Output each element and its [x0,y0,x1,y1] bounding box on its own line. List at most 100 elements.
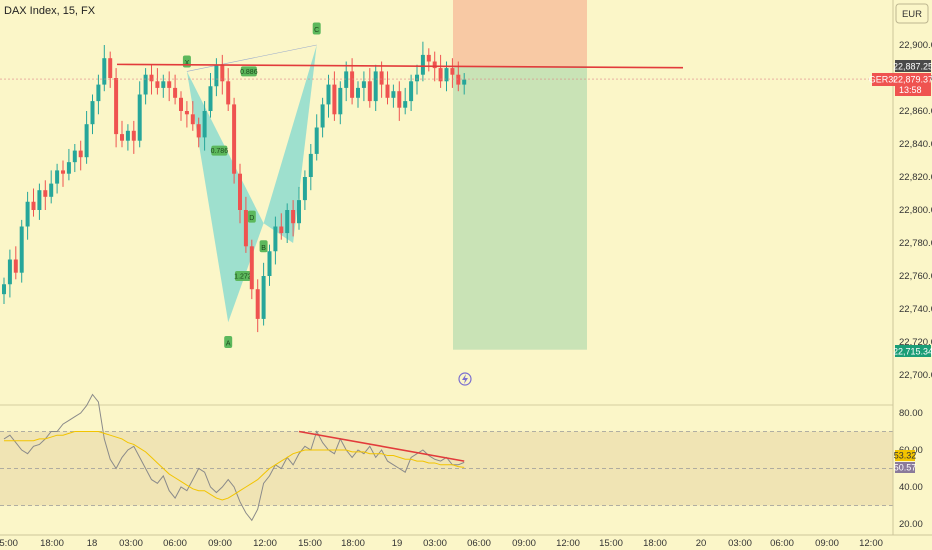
candle-body [72,150,77,163]
rsi-value-label: 53.32 [894,451,917,461]
time-tick-label: 09:00 [208,538,232,549]
time-tick-label: 18:00 [643,538,667,549]
candle-body [161,81,166,88]
candle-body [285,210,290,234]
candle-body [149,74,154,82]
rsi-divergence-trendline[interactable] [298,430,465,462]
pattern-ratio-0: 0.786 [211,145,229,156]
resistance-trendline[interactable] [116,63,684,69]
time-tick-label: 18:00 [341,538,365,549]
candle-body [462,79,467,85]
pattern-bcd-fill [263,45,317,243]
pattern-ratio-text-2: 0.886 [240,69,258,76]
pattern-label-c: C [312,22,321,35]
time-tick-label: 15:00 [0,538,18,549]
price-tick-label: 22,820.00 [899,172,932,183]
candle-body [373,71,378,102]
candle-body [273,226,278,252]
candle-body [397,91,402,108]
price-tick-label: 22,720.00 [899,337,932,348]
time-tick-label: 03:00 [728,538,752,549]
pattern-label-a-text: A [226,341,231,348]
candle-body [190,114,195,125]
time-tick-label: 03:00 [423,538,447,549]
rsi-ma-line [4,431,465,501]
candle-body [238,173,242,210]
candle-body [326,84,331,105]
price-tick-label: 22,760.00 [899,271,932,282]
candle-body [208,86,213,111]
pattern-label-c-text: C [314,27,319,34]
target-price-label: 22,715.34 [893,347,932,357]
pattern-ratio-2: 0.886 [240,66,258,77]
candle-body [173,87,178,98]
time-tick-label: 09:00 [815,538,839,549]
candle-body [409,81,414,102]
resistance-price-badge: 22,887.25 [893,60,932,72]
candle-body [49,183,54,197]
candles [2,41,467,333]
time-tick-label: 09:00 [512,538,536,549]
time-axis[interactable]: 15:00 18:00 18 03:00 06:00 09:00 12:00 15:00 18:… [0,538,883,549]
time-tick-label: 18 [87,538,98,549]
rsi-value-badge: 53.32 50.57 [894,450,917,473]
time-tick-label: 19 [392,538,403,549]
candle-body [55,170,60,184]
price-tick-label: 22,860.00 [899,106,932,117]
candle-body [19,226,24,273]
stop-loss-zone[interactable] [453,0,587,67]
candle-body [90,101,95,125]
candle-body [338,87,343,115]
take-profit-zone[interactable] [453,66,587,350]
candle-body [25,201,30,227]
currency-button[interactable] [895,3,929,24]
candle-body [96,84,101,102]
price-tick-label: 22,800.00 [899,205,932,216]
candle-body [243,210,248,247]
resistance-price-label: 22,887.25 [893,62,932,72]
time-tick-label: 06:00 [467,538,491,549]
pattern-label-x-text: X [185,60,190,67]
pattern-label-b-box [259,240,268,253]
candle-body [361,81,366,88]
candle-body [155,81,160,88]
candle-body [302,177,307,201]
candle-body [7,259,12,285]
candle-body [291,210,296,224]
currency-label: EUR [902,9,922,20]
rsi-line [3,393,465,522]
candle-body [214,64,219,87]
candle-body [102,58,107,85]
candle-body [184,111,189,115]
symbol-label: GER30 [869,75,899,85]
pattern-label-d-text: D [249,215,254,222]
pattern-label-a: A [224,336,233,348]
price-pane[interactable] [0,0,893,405]
pattern-label-d: D [247,210,256,223]
price-tick-label: 22,780.00 [899,238,932,249]
candle-body [379,71,384,85]
candle-body [456,74,461,85]
pattern-label-c-box [312,22,321,35]
candle-body [143,74,148,95]
candle-body [350,71,355,98]
price-tick-label: 22,840.00 [899,139,932,150]
time-tick-label: 06:00 [163,538,187,549]
rsi-tick-label: 20.00 [899,519,923,530]
candle-body [267,251,272,276]
pattern-ratio-box-1 [234,271,251,281]
pattern-ratio-box-0 [211,145,228,156]
countdown-label: 13:58 [899,85,922,95]
candle-body [279,226,284,234]
pattern-label-a-box [224,336,233,348]
pattern-ratio-1: 1.272 [234,271,252,281]
time-tick-label: 12:00 [859,538,883,549]
candle-body [167,81,172,88]
candle-body [66,162,71,174]
target-price-badge: 22,715.34 [893,345,932,357]
pattern-ratio-text-0: 0.786 [211,148,229,155]
current-price-badge: GER30 22,879.37 13:58 [869,73,932,96]
lightning-icon[interactable] [458,372,472,386]
candle-body [403,101,408,108]
